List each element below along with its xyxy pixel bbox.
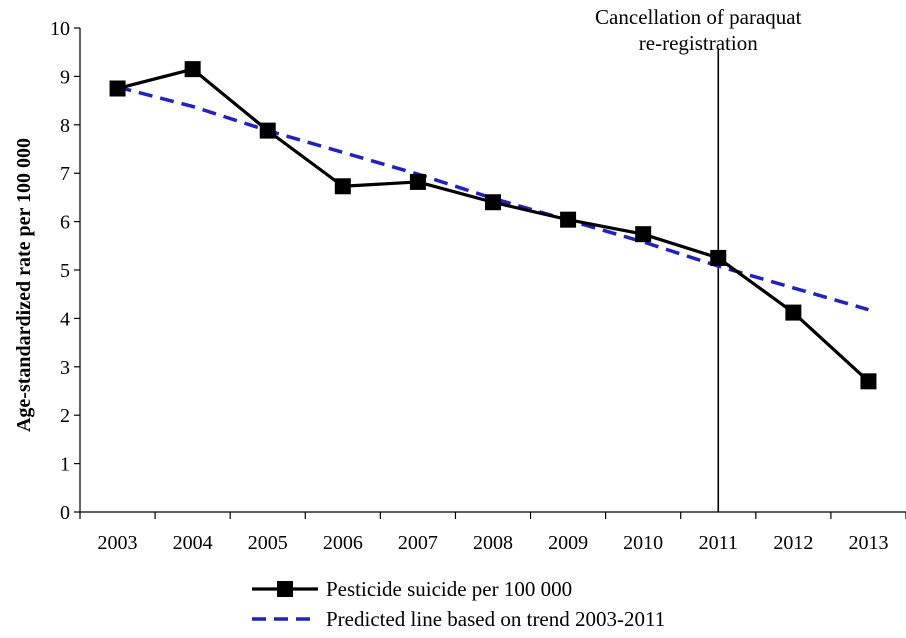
annotation-text: re-registration [639,31,758,55]
x-tick-label: 2003 [98,532,138,554]
y-tick-label: 10 [50,18,70,40]
data-point [409,173,426,190]
y-tick-label: 4 [60,308,70,330]
data-point [785,304,802,321]
y-axis-title: Age-standardized rate per 100 000 [13,138,35,432]
data-point [485,194,501,211]
x-tick-label: 2004 [173,532,213,554]
data-point [635,226,652,243]
x-tick-label: 2013 [848,532,888,554]
data-point [860,373,877,390]
y-tick-label: 8 [60,115,70,137]
y-tick-label: 6 [60,212,70,234]
data-point [334,178,351,195]
x-tick-label: 2010 [623,532,663,554]
y-tick-label: 1 [60,454,70,476]
x-tick-label: 2008 [473,532,513,554]
y-tick-label: 2 [60,405,70,427]
data-point [560,211,577,228]
x-tick-label: 2011 [699,532,738,554]
y-axis: 0 1 2 3 4 5 6 7 8 9 10 [50,18,81,524]
x-tick-label: 2009 [548,532,588,554]
data-point [109,80,126,97]
legend: Pesticide suicide per 100 000 Predicted l… [252,577,665,631]
x-tick-label: 2006 [323,532,363,554]
y-tick-label: 9 [60,66,70,88]
legend-label-0: Pesticide suicide per 100 000 [326,577,572,601]
series-line-0 [117,67,870,383]
x-axis: 2003 2004 2005 2006 2007 2008 2009 2010 2011 2012… [79,511,906,554]
y-tick-label: 7 [60,163,70,185]
annotation-text: Cancellation of paraquat [595,5,802,29]
legend-marker [277,581,293,597]
y-tick-label: 5 [60,260,70,282]
y-tick-label: 3 [60,357,70,379]
data-point [184,61,201,78]
legend-label-1: Predicted line based on trend 2003-2011 [326,607,665,631]
x-tick-label: 2012 [773,532,813,554]
series-layer [109,61,877,390]
data-point [710,249,727,266]
x-tick-label: 2005 [248,532,288,554]
x-tick-label: 2007 [398,532,438,554]
y-tick-label: 0 [60,502,70,524]
data-point [259,122,276,139]
